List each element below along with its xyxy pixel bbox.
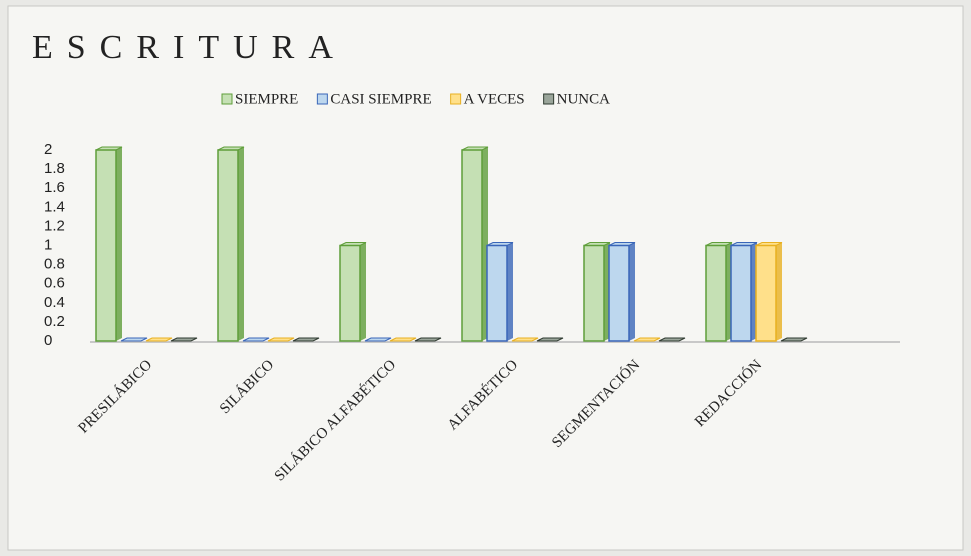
y-tick-label: 0.8	[44, 256, 65, 273]
bar-group	[633, 337, 661, 342]
legend-swatch	[543, 93, 555, 105]
bar-group	[170, 337, 198, 342]
bar-side	[360, 242, 366, 341]
bar-group	[95, 146, 123, 342]
bar-group	[705, 242, 733, 342]
bar-group	[536, 337, 564, 342]
y-tick-label: 0.6	[44, 275, 65, 292]
bar	[461, 149, 483, 342]
bar-group	[461, 146, 489, 342]
legend-label: A VECES	[464, 91, 525, 107]
bar-group	[120, 337, 148, 342]
y-tick-label: 1.4	[44, 198, 65, 215]
bar-group	[511, 337, 539, 342]
bar-group	[217, 146, 245, 342]
bar-group	[145, 337, 173, 342]
bar-side	[776, 242, 782, 341]
bar-group	[389, 337, 417, 342]
y-tick-label: 1.2	[44, 217, 65, 234]
bar-group	[658, 337, 686, 342]
bar-top	[120, 337, 148, 342]
y-tick-label: 1.8	[44, 160, 65, 177]
y-tick-label: 0.4	[44, 294, 65, 311]
bar-side	[116, 147, 122, 341]
bar-group	[583, 242, 611, 342]
y-tick-label: 2	[44, 141, 52, 158]
bar-top	[267, 337, 295, 342]
bar-side	[507, 242, 513, 341]
legend-label: SIEMPRE	[235, 91, 298, 107]
bar	[217, 149, 239, 342]
bar-side	[238, 147, 244, 341]
legend-swatch	[450, 93, 462, 105]
bar	[755, 244, 777, 342]
bar-top	[511, 337, 539, 342]
bar-group	[292, 337, 320, 342]
bar-group	[267, 337, 295, 342]
bar-top	[780, 337, 808, 342]
legend-label: NUNCA	[557, 91, 611, 107]
legend-swatch	[316, 93, 328, 105]
bar-group	[730, 242, 758, 342]
legend-swatch	[221, 93, 233, 105]
bar-top	[536, 337, 564, 342]
bar-top	[633, 337, 661, 342]
bar	[730, 244, 752, 342]
bar-top	[389, 337, 417, 342]
bar-group	[364, 337, 392, 342]
legend-label: CASI SIEMPRE	[330, 91, 431, 107]
bar-group	[486, 242, 514, 342]
y-tick-label: 1	[44, 236, 52, 253]
bar	[486, 244, 508, 342]
bar-group	[414, 337, 442, 342]
bar-top	[145, 337, 173, 342]
bar	[705, 244, 727, 342]
bar	[608, 244, 630, 342]
bar-group	[608, 242, 636, 342]
bar	[583, 244, 605, 342]
y-tick-label: 0	[44, 332, 52, 349]
y-tick-label: 0.2	[44, 313, 65, 330]
bar-group	[755, 242, 783, 342]
bar-top	[364, 337, 392, 342]
bar-top	[242, 337, 270, 342]
bar-group	[242, 337, 270, 342]
bar-group	[780, 337, 808, 342]
bar-top	[292, 337, 320, 342]
bar	[95, 149, 117, 342]
bar-top	[170, 337, 198, 342]
y-tick-label: 1.6	[44, 179, 65, 196]
bar-top	[658, 337, 686, 342]
chart-title: ESCRITURA	[32, 29, 347, 66]
bar-side	[629, 242, 635, 341]
bar-top	[414, 337, 442, 342]
bar	[339, 244, 361, 342]
bar-group	[339, 242, 367, 342]
